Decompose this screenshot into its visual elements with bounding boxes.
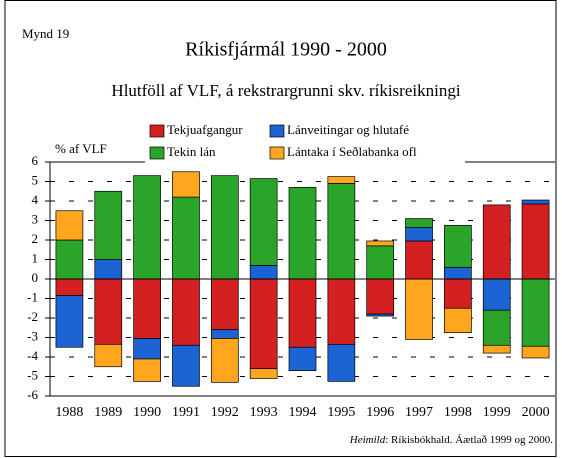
y-tick-label: 4 [32,192,39,207]
y-tick-label: 5 [32,172,39,187]
bar-segment [482,309,511,346]
x-tick-label: 1994 [289,405,317,420]
y-tick-label: -5 [27,367,38,382]
bar-segment [210,278,239,331]
chart-subtitle: Hlutföll af VLF, á rekstrargrunni skv. r… [111,81,460,100]
x-tick-label: 2000 [522,405,550,420]
bar-segment [94,278,123,345]
x-tick-label: 1988 [55,405,83,420]
legend-swatch [149,124,165,138]
bar-segment [444,225,472,268]
bar-segment [327,343,356,382]
y-tick-label: -1 [27,289,38,304]
x-tick-label: 1996 [366,405,394,420]
y-tick-label: 6 [32,153,39,168]
bar-segment [55,239,84,280]
x-tick-label: 1990 [133,405,161,420]
bar-segment [327,176,356,184]
bar-segment [55,295,84,348]
bar-segment [366,245,395,280]
bar-segment [94,190,123,260]
bar-segment [133,175,161,280]
legend-swatch [269,146,285,160]
bar-segment [172,278,200,346]
y-tick-label: -3 [27,328,38,343]
bar-segment [327,183,356,280]
chart-title: Ríkisfjármál 1990 - 2000 [185,39,387,61]
bar-segment [288,278,317,348]
legend-label: Lánveitingar og hlutafé [287,122,409,137]
x-tick-label: 1998 [444,405,472,420]
bar-segment [249,368,278,379]
bar-segment [521,203,550,280]
bar-segment [482,344,511,354]
legend-swatch [149,146,165,160]
x-tick-label: 1992 [211,405,239,420]
bar-segment [249,178,278,266]
bar-segment [482,278,511,311]
x-tick-label: 1999 [483,405,511,420]
bar-segment [94,343,123,368]
bar-segment [521,278,550,347]
bar-segment [210,338,239,383]
x-tick-label: 1995 [327,405,355,420]
bar-segment [133,358,161,382]
x-tick-label: 1993 [250,405,278,420]
y-tick-label: 0 [32,270,39,285]
bar-segment [366,240,395,247]
legend-label: Tekjuafgangur [167,122,243,137]
bar-segment [521,345,550,359]
bar-segment [249,278,278,370]
bar-segment [405,240,433,280]
bar-segment [366,313,395,317]
bar-segment [405,278,433,340]
bar-segment [444,307,472,333]
y-tick-label: -4 [27,348,38,363]
y-axis-label: % af VLF [55,141,107,156]
bar-segment [210,175,239,280]
bar-segment [55,210,84,241]
source-label: Heimild [349,434,386,446]
bar-segment [94,259,123,280]
bar-segment [444,278,472,309]
bar-segment [288,346,317,371]
bar-segment [521,199,550,205]
x-tick-label: 1989 [94,405,122,420]
bar-segment [133,338,161,360]
bar-segment [482,204,511,280]
x-tick-label: 1991 [172,405,200,420]
x-tick-label: 1997 [405,405,433,420]
frame [4,0,557,457]
bar-segment [172,344,200,387]
y-tick-label: -6 [27,387,38,402]
legend-box [145,120,465,165]
bar-segment [405,226,433,242]
source-text: : Ríkisbókhald. Áætlað 1999 og 2000. [385,434,553,446]
y-tick-label: -2 [27,309,38,324]
bar-segment [55,278,84,296]
bar-segment [405,218,433,228]
bar-segment [249,265,278,280]
bar-segment [210,329,239,339]
figure-label: Mynd 19 [22,26,69,41]
bar-segment [172,171,200,198]
y-tick-label: 2 [32,231,39,246]
y-tick-label: 3 [32,211,39,226]
bar-segment [172,196,200,280]
source: Heimild: Ríkisbókhald. Áætlað 1999 og 20… [349,434,553,446]
legend-label: Lántaka í Seðlabanka ofl [287,144,417,159]
legend-label: Tekin lán [167,144,216,159]
legend-swatch [269,124,285,138]
bar-segment [288,187,317,280]
bar-segment [366,278,395,315]
bar-segment [133,278,161,339]
bar-segment [327,278,356,345]
y-tick-label: 1 [32,250,39,265]
bar-segment [444,266,472,280]
